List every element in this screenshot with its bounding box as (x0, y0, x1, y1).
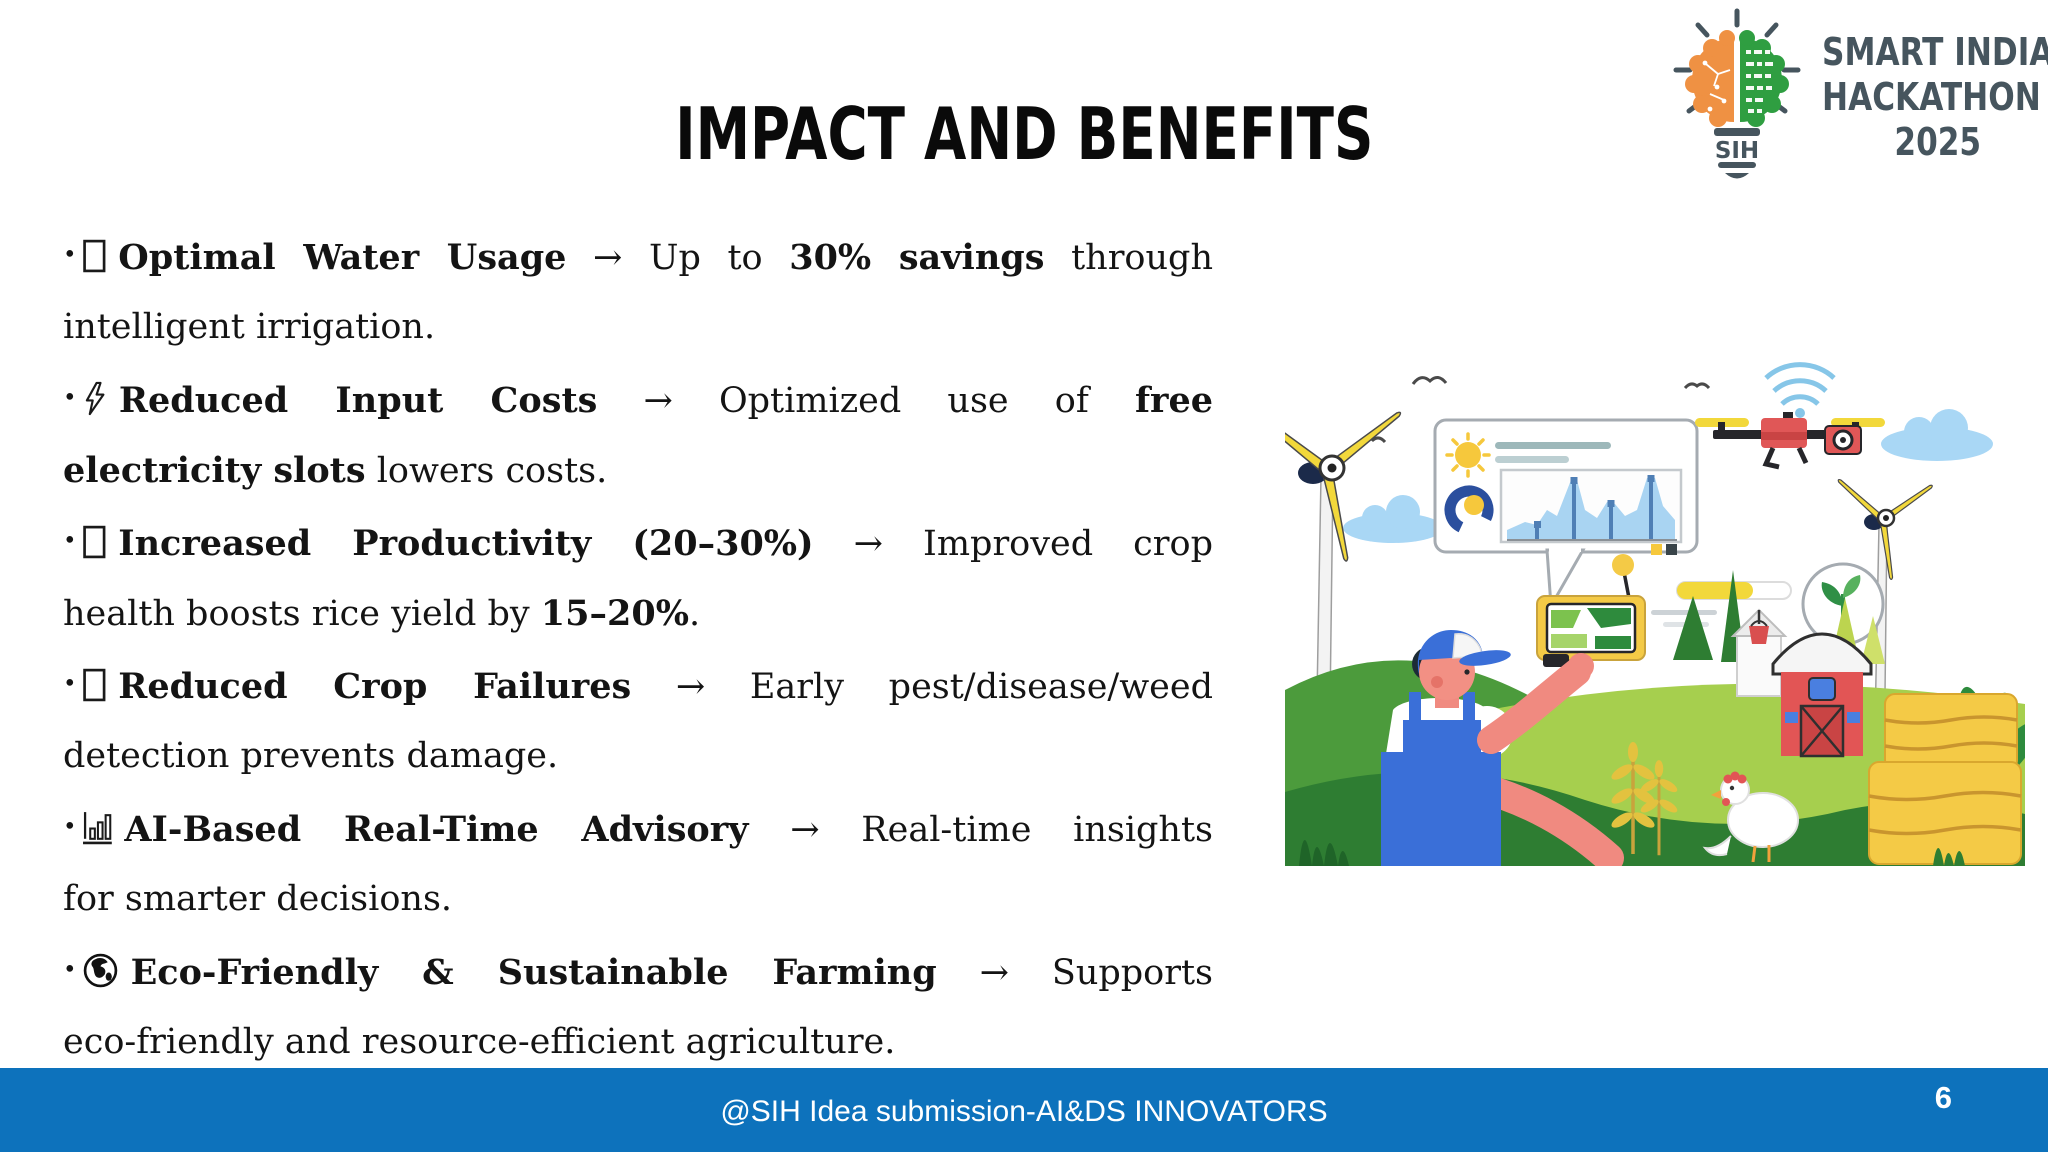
sun-icon (1445, 432, 1491, 478)
field-map-remote-icon (1536, 554, 1646, 667)
bullet-line-1: • Increased Productivity (20–30%) → Impro… (63, 506, 1213, 578)
hay-bales-icon (1868, 693, 2022, 865)
brain-right-green (1739, 30, 1789, 127)
farmer-with-remote-icon (1381, 630, 1624, 866)
page-title-text: IMPACT AND BENEFITS (674, 92, 1374, 176)
bullet-line-2: detection prevents damage. (63, 721, 1213, 793)
bullet-line-2: intelligent irrigation. (63, 292, 1213, 364)
bullet-text: → Real-time insights (748, 810, 1213, 850)
sih-logo-text: SMART INDIA HACKATHON 2025 (1822, 30, 2048, 165)
bullet-item: • Reduced Crop Failures → Early pest/dise… (63, 649, 1213, 792)
bullet-line-1: • Reduced Input Costs → Optimized use of … (63, 363, 1213, 435)
wifi-signal-icon (1764, 362, 1836, 406)
bullet-text-bold: Eco-Friendly & Sustainable Farming (130, 952, 937, 993)
bullet-line-2: for smarter decisions. (63, 864, 1213, 936)
logo-line-1: SMART INDIA (1822, 29, 2048, 74)
red-barn-icon (1771, 632, 1873, 758)
bullet-marker: • (63, 671, 77, 697)
bullet-marker: • (63, 814, 77, 840)
bullet-line-2: electricity slots lowers costs. (63, 435, 1213, 507)
bullet-marker: • (63, 528, 77, 554)
missing-glyph-icon (82, 228, 107, 300)
bullet-line-1: • AI-Based Real-Time Advisory → Real-time… (63, 792, 1213, 864)
bullet-text: → Optimized use of (597, 381, 1135, 421)
bullet-text: eco-friendly and resource-efficient agri… (63, 1021, 896, 1062)
bullet-text-bold: Reduced Crop Failures (118, 666, 632, 707)
missing-glyph-icon (82, 657, 107, 729)
bullet-text: for smarter decisions. (63, 878, 453, 919)
dashboard-speech-bubble-icon (1433, 418, 1699, 612)
smart-farming-illustration (1285, 362, 2025, 866)
area-chart-icon (1499, 468, 1683, 544)
bullet-marker: • (63, 385, 77, 411)
bullet-text: → Up to (566, 238, 790, 278)
bullet-text: → Supports (936, 953, 1214, 993)
bar-chart-icon (82, 800, 113, 872)
bullet-item: • Optimal Water Usage → Up to 30% savings… (63, 220, 1213, 363)
bullet-text: lowers costs. (365, 450, 608, 491)
bullet-item: • Increased Productivity (20–30%) → Impro… (63, 506, 1213, 649)
camera-drone-icon (1695, 362, 1885, 470)
logo-line-3: 2025 (1894, 119, 1982, 164)
footer-caption: @SIH Idea submission-AI&DS INNOVATORS (720, 1095, 1328, 1128)
chicken-icon (1702, 771, 1799, 863)
logo-line-2: HACKATHON (1822, 74, 2041, 119)
sih-logo: SIH SMART INDIA HACKATHON 2025 (1662, 8, 2048, 186)
brain-left-orange (1685, 30, 1735, 127)
bullet-text: . (688, 593, 701, 634)
bullet-text-bold: 15–20% (540, 592, 689, 634)
farm-house-icon (1730, 608, 1788, 697)
page-number: 6 (1934, 1080, 1952, 1115)
bullet-text-bold: free (1134, 380, 1213, 421)
bullet-marker: • (63, 242, 77, 268)
bullet-item: • Eco-Friendly & Sustainable Farming → Su… (63, 935, 1213, 1078)
bullet-line-2: eco-friendly and resource-efficient agri… (63, 1007, 1213, 1079)
bullet-text-bold: 30% savings (789, 237, 1045, 278)
spruce-tree-icon (1673, 596, 1713, 660)
pine-tree-icon (1861, 616, 1885, 664)
bullet-text: → Early pest/disease/weed (631, 667, 1213, 707)
bullet-text: intelligent irrigation. (63, 306, 436, 347)
bullet-text-bold: electricity slots (63, 449, 366, 491)
missing-glyph-icon (82, 514, 107, 586)
lightning-icon (82, 371, 107, 443)
bullet-text-bold: Optimal Water Usage (118, 237, 567, 278)
bullet-text: health boosts rice yield by (63, 593, 541, 634)
bullet-line-2: health boosts rice yield by 15–20%. (63, 578, 1213, 650)
wheat-stalks-icon (1611, 742, 1678, 856)
bullet-text-bold: Reduced Input Costs (118, 380, 598, 421)
bullet-item: • Reduced Input Costs → Optimized use of … (63, 363, 1213, 506)
bullet-line-1: • Eco-Friendly & Sustainable Farming → Su… (63, 935, 1213, 1007)
sih-bulb-brain-icon: SIH (1673, 8, 1801, 179)
donut-chart-icon (1444, 485, 1494, 535)
bullet-text-bold: Increased Productivity (20–30%) (118, 523, 814, 564)
bullet-text: detection prevents damage. (63, 735, 559, 776)
bullet-text-bold: AI-Based Real-Time Advisory (124, 809, 749, 850)
benefits-bullet-list: • Optimal Water Usage → Up to 30% savings… (63, 220, 1213, 1078)
bullet-marker: • (63, 957, 77, 983)
globe-icon (82, 943, 119, 1015)
sih-badge-text: SIH (1715, 138, 1759, 164)
bullet-item: • AI-Based Real-Time Advisory → Real-time… (63, 792, 1213, 935)
page-title: IMPACT AND BENEFITS (0, 92, 2048, 176)
bullet-line-1: • Optimal Water Usage → Up to 30% savings… (63, 220, 1213, 292)
bullet-line-1: • Reduced Crop Failures → Early pest/dise… (63, 649, 1213, 721)
cloud-icon (1343, 409, 1993, 543)
bullet-text: through (1044, 238, 1213, 278)
footer-bar: @SIH Idea submission-AI&DS INNOVATORS 6 (0, 1068, 2048, 1152)
bullet-text: → Improved crop (813, 524, 1213, 564)
